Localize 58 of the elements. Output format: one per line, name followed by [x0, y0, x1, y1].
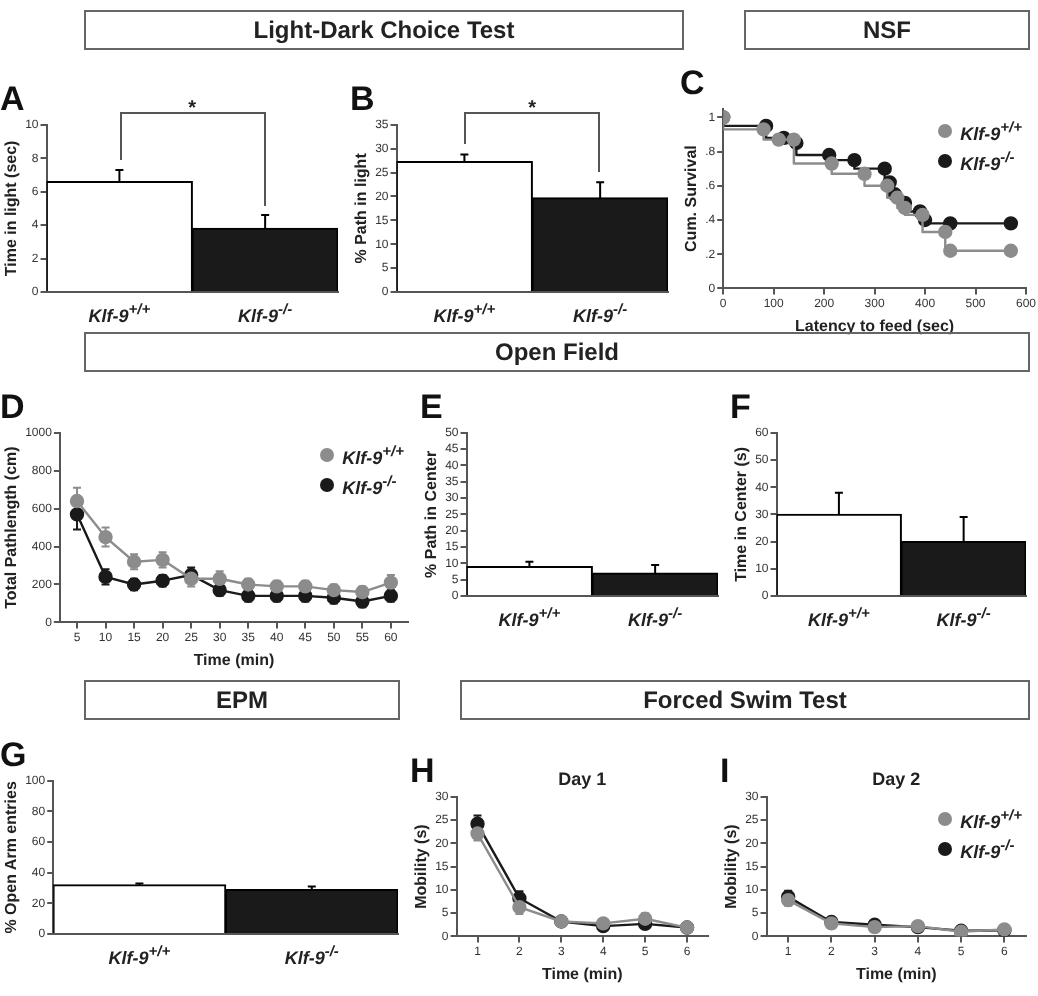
- point: [943, 243, 958, 258]
- legend-label: Klf-9$^{-/-}$: [960, 834, 1015, 865]
- chart-subtitle: Open Field: [84, 332, 1030, 372]
- y-axis-title: Time in Center (s): [732, 446, 751, 582]
- text: *: [528, 98, 537, 121]
- x-tick-label: Klf-9$^{-/-}$: [628, 604, 683, 630]
- x-tick-label: Klf-9$^{+/+}$: [108, 942, 171, 968]
- x-tick-label: Klf-9$^{-/-}$: [238, 300, 293, 326]
- point: [877, 161, 892, 176]
- point: [69, 507, 85, 522]
- x-tick-label: Klf-9$^{-/-}$: [936, 604, 991, 630]
- x-tick-label: Klf-9$^{+/+}$: [88, 300, 151, 326]
- point: [824, 156, 839, 171]
- chart-title: A: [0, 79, 25, 118]
- x-axis-title: Time (min): [855, 964, 938, 983]
- x-axis-title: Time (min): [541, 964, 624, 983]
- x-tick-label: Klf-9$^{-/-}$: [573, 300, 628, 326]
- point: [69, 493, 85, 509]
- y-axis-title: Total Pathlength (cm): [2, 445, 21, 609]
- chart-subtitle: EPM: [84, 680, 400, 720]
- y-axis-title: Cum. Survival: [682, 145, 701, 252]
- chart-subtitle: Light-Dark Choice Test: [84, 10, 684, 50]
- x-axis-title: Time (min): [193, 650, 275, 669]
- text: Day 1: [558, 768, 607, 789]
- chart-title: B: [350, 79, 375, 118]
- point: [1003, 243, 1019, 258]
- chart-title: F: [730, 387, 751, 426]
- legend-label: Klf-9$^{-/-}$: [342, 470, 397, 501]
- text: *: [188, 98, 197, 121]
- point: [897, 200, 913, 216]
- x-tick-label: Klf-9$^{+/+}$: [498, 604, 561, 630]
- chart-title: E: [420, 387, 443, 426]
- chart-title: G: [0, 735, 27, 774]
- y-axis-title: Time in light (sec): [2, 139, 21, 277]
- point: [1003, 216, 1019, 231]
- x-tick-label: Klf-9$^{+/+}$: [808, 604, 870, 630]
- point: [857, 166, 872, 181]
- x-tick-label: Klf-9$^{-/-}$: [284, 942, 339, 968]
- legend-label: Klf-9$^{+/+}$: [342, 440, 404, 471]
- point: [938, 224, 953, 240]
- chart-title: C: [680, 63, 705, 102]
- legend-label: Klf-9$^{-/-}$: [960, 146, 1015, 177]
- y-axis-title: % Path in Center: [422, 450, 441, 578]
- y-axis-title: % Open Arm entries: [2, 780, 21, 934]
- legend-label: Klf-9$^{+/+}$: [960, 116, 1022, 147]
- chart-title: H: [410, 751, 435, 790]
- point: [771, 132, 786, 147]
- chart-subtitle: Forced Swim Test: [460, 680, 1030, 720]
- legend-label: Klf-9$^{+/+}$: [960, 804, 1022, 835]
- text: Day 2: [872, 768, 921, 789]
- chart-title: I: [720, 751, 730, 790]
- point: [847, 152, 862, 168]
- y-axis-title: Mobility (s): [722, 823, 741, 909]
- chart-subtitle: NSF: [744, 10, 1030, 50]
- y-axis-title: Mobility (s): [412, 823, 431, 909]
- chart-title: D: [0, 387, 25, 426]
- y-axis-title: % Path in light: [352, 152, 371, 264]
- x-tick-label: Klf-9$^{+/+}$: [433, 300, 496, 326]
